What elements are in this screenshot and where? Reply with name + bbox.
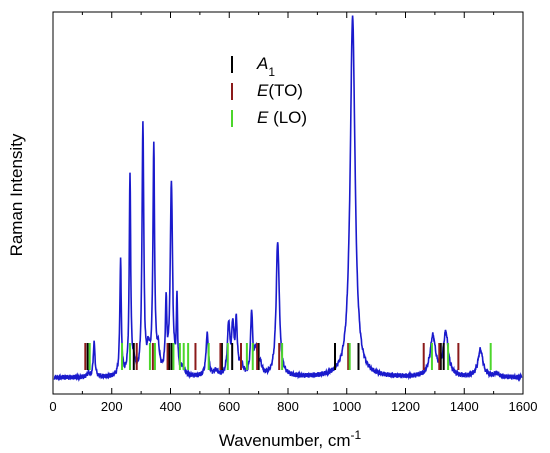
x-tick-label: 1000: [332, 399, 361, 414]
x-axis-title-text: Wavenumber, cm: [219, 431, 351, 450]
x-tick-label: 800: [277, 399, 299, 414]
plot-area: [53, 15, 523, 382]
axes: 0 200 400 600 800 1000 1200 1400 1600: [49, 11, 538, 414]
legend-label: E (LO): [257, 108, 307, 127]
legend-label: A1: [256, 54, 275, 79]
spectrum-line: [53, 15, 523, 382]
legend: A1 E(TO) E (LO): [231, 54, 307, 127]
x-tick-label: 0: [49, 399, 56, 414]
x-tick-label: 1400: [450, 399, 479, 414]
legend-label: E(TO): [257, 81, 303, 100]
plot-frame: [52, 11, 524, 395]
x-tick-label: 200: [101, 399, 123, 414]
x-tick-label: 600: [218, 399, 240, 414]
x-axis-title-sup: -1: [350, 428, 361, 442]
x-tick-label: 400: [160, 399, 182, 414]
y-axis-title: Raman Intensity: [7, 133, 26, 256]
x-tick-label: 1600: [509, 399, 538, 414]
x-tick-label: 1200: [391, 399, 420, 414]
x-axis-title: Wavenumber, cm-1: [219, 428, 362, 450]
